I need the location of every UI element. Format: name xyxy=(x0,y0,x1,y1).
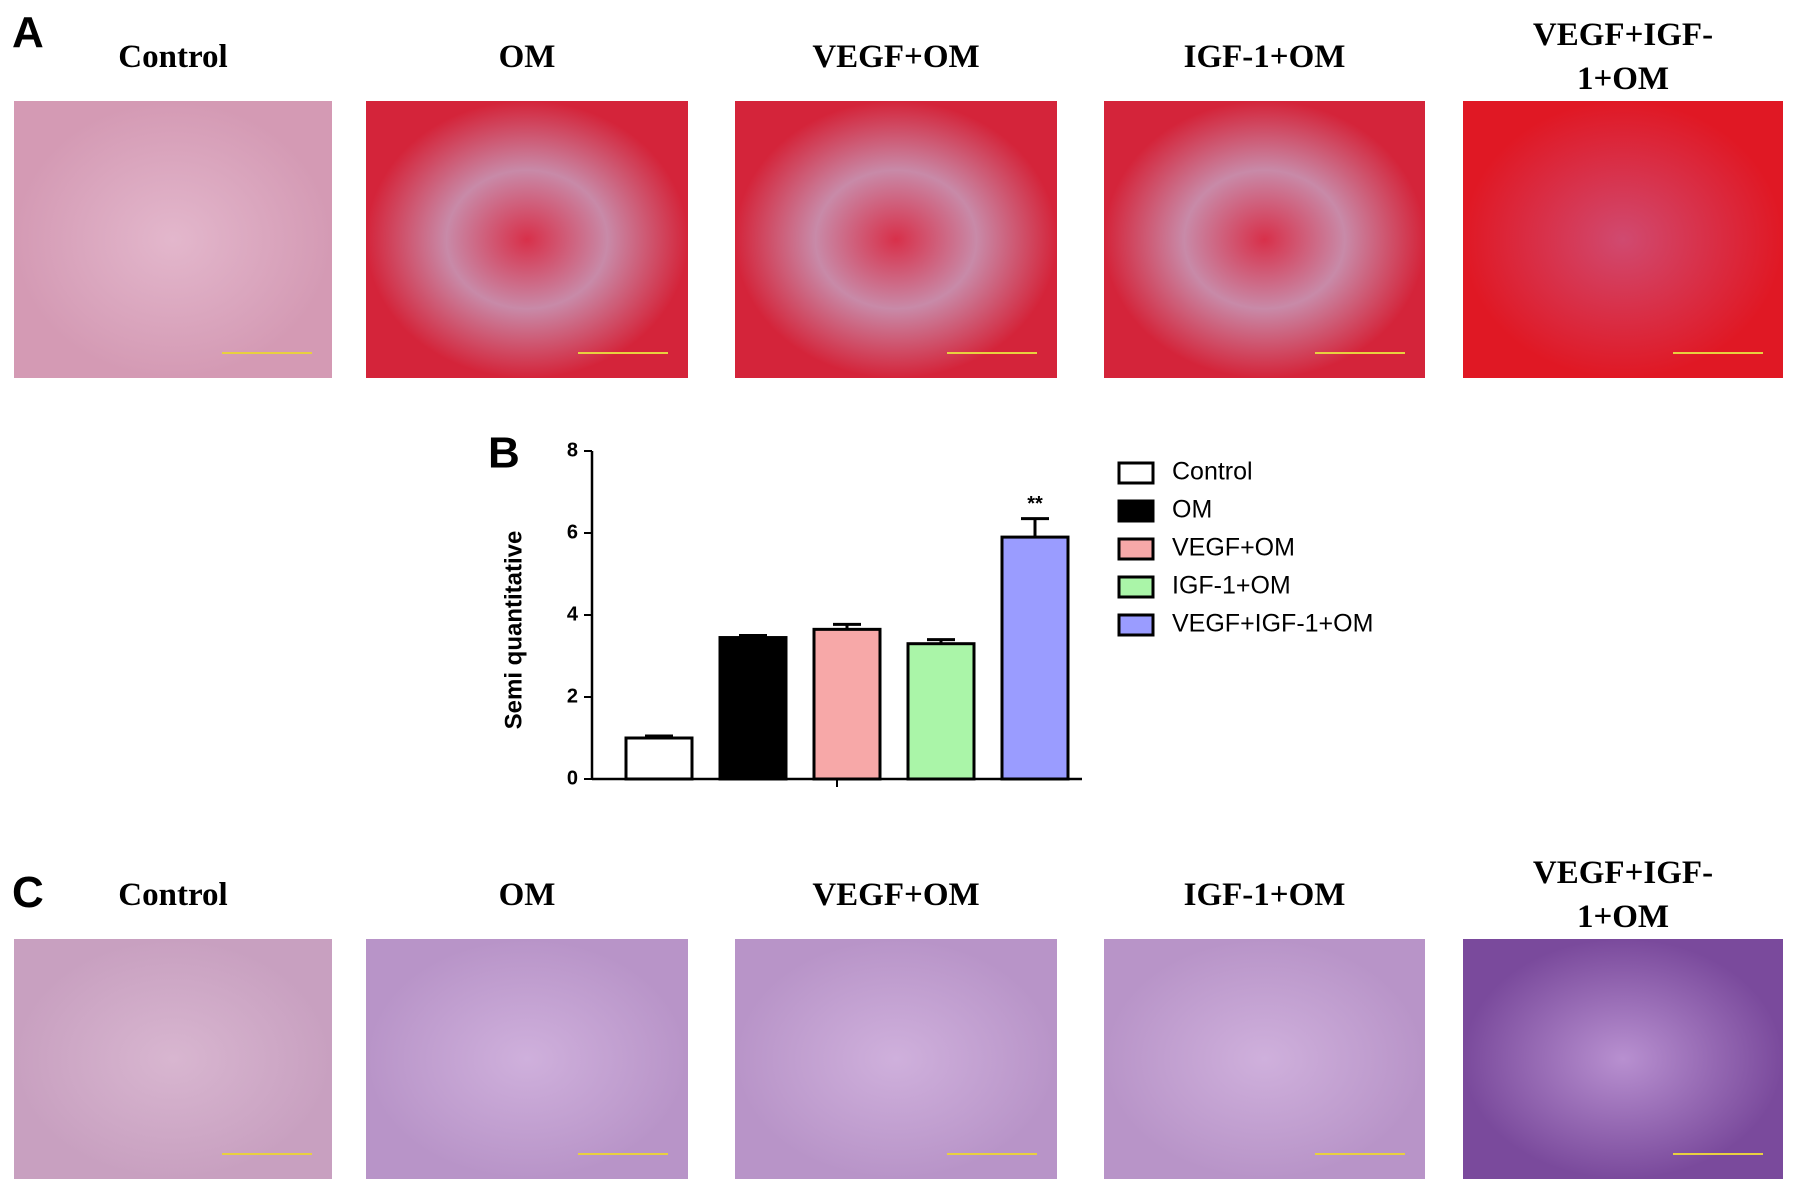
significance: ** xyxy=(1027,493,1043,515)
panel-label: VEGF+OM xyxy=(812,877,980,913)
micrograph xyxy=(1463,939,1783,1179)
legend-swatch xyxy=(1117,613,1155,637)
bar xyxy=(906,642,976,781)
micrograph xyxy=(366,101,688,378)
bar xyxy=(624,736,694,781)
bar xyxy=(812,627,882,781)
legend-label: VEGF+IGF-1+OM xyxy=(1172,610,1373,638)
micrograph xyxy=(1463,101,1783,378)
y-tick-label: 0 xyxy=(567,767,578,789)
legend-label: OM xyxy=(1172,496,1212,524)
panel-label: OM xyxy=(498,39,556,75)
y-tick-label: 8 xyxy=(567,439,578,461)
panel-label: OM xyxy=(498,877,556,913)
micrograph xyxy=(14,101,332,378)
legend-swatch xyxy=(1117,537,1155,561)
legend-label: Control xyxy=(1172,458,1253,486)
panel-letter: B xyxy=(488,429,520,478)
y-tick-label: 2 xyxy=(567,685,578,707)
micrograph xyxy=(735,101,1057,378)
legend-swatch xyxy=(1117,461,1155,485)
legend-label: IGF-1+OM xyxy=(1172,572,1291,600)
legend-label: VEGF+OM xyxy=(1172,534,1295,562)
micrograph xyxy=(735,939,1057,1179)
y-tick-label: 4 xyxy=(567,603,579,625)
panel-letter: C xyxy=(12,868,44,917)
micrograph xyxy=(366,939,688,1179)
panel-label: Control xyxy=(118,39,228,75)
panel-label: IGF-1+OM xyxy=(1183,877,1346,913)
panel-label: Control xyxy=(118,877,228,913)
panel-label: VEGF+IGF-1+OM xyxy=(1532,855,1714,935)
micrograph xyxy=(1104,101,1425,378)
micrograph xyxy=(14,939,332,1179)
bar xyxy=(718,636,788,781)
bar xyxy=(1000,535,1070,781)
panel-label: IGF-1+OM xyxy=(1183,39,1346,75)
panel-letter: A xyxy=(12,8,44,57)
y-tick-label: 6 xyxy=(567,521,578,543)
y-axis-label: Semi quantitative xyxy=(500,531,527,730)
panel-label: VEGF+OM xyxy=(812,39,980,75)
legend-swatch xyxy=(1117,575,1155,599)
micrograph xyxy=(1104,939,1425,1179)
legend-swatch xyxy=(1117,499,1155,523)
panel-label: VEGF+IGF-1+OM xyxy=(1532,17,1714,97)
